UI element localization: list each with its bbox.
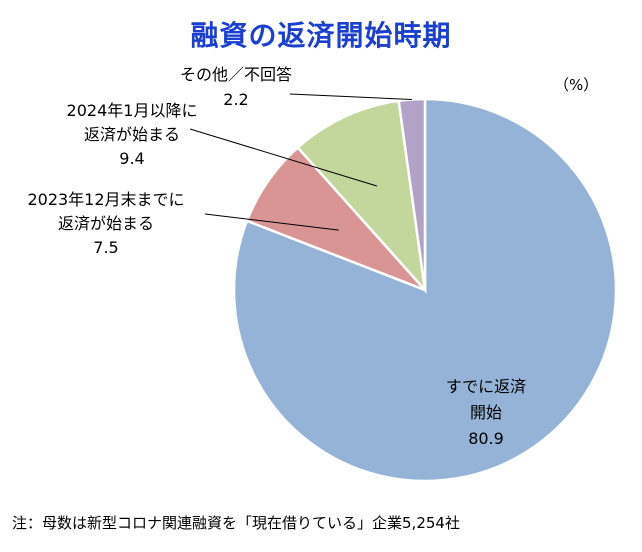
leader-line-2 (189, 128, 378, 187)
chart-title: 融資の返済開始時期 (190, 19, 452, 52)
leader-line-3 (289, 93, 412, 100)
pie-slices (232, 97, 618, 483)
slice-label-3-0: その他／不回答 (180, 65, 292, 84)
slice-label-1-1: 返済が始まる (58, 214, 154, 233)
slice-value-label-2: 9.4 (119, 149, 144, 168)
slice-labels: すでに返済開始80.92023年12月末までに返済が始まる7.52024年1月以… (27, 65, 526, 448)
pie-slice-0 (232, 97, 618, 483)
slice-label-0-1: 開始 (470, 403, 502, 422)
pie-slice-2 (296, 99, 427, 294)
slice-value-label-1: 7.5 (93, 238, 118, 257)
slice-label-2-1: 返済が始まる (84, 125, 180, 144)
unit-label: （%） (554, 76, 599, 94)
slice-label-0-0: すでに返済 (446, 377, 526, 396)
slice-value-label-3: 2.2 (223, 90, 248, 109)
leader-line-1 (204, 213, 339, 231)
slice-value-label-0: 80.9 (468, 429, 504, 448)
footnote: 注：母数は新型コロナ関連融資を「現在借りている」企業5,254社 (12, 514, 460, 532)
leader-lines (189, 93, 412, 231)
slice-label-2-0: 2024年1月以降に (67, 101, 198, 120)
slice-label-1-0: 2023年12月末までに (27, 190, 184, 209)
